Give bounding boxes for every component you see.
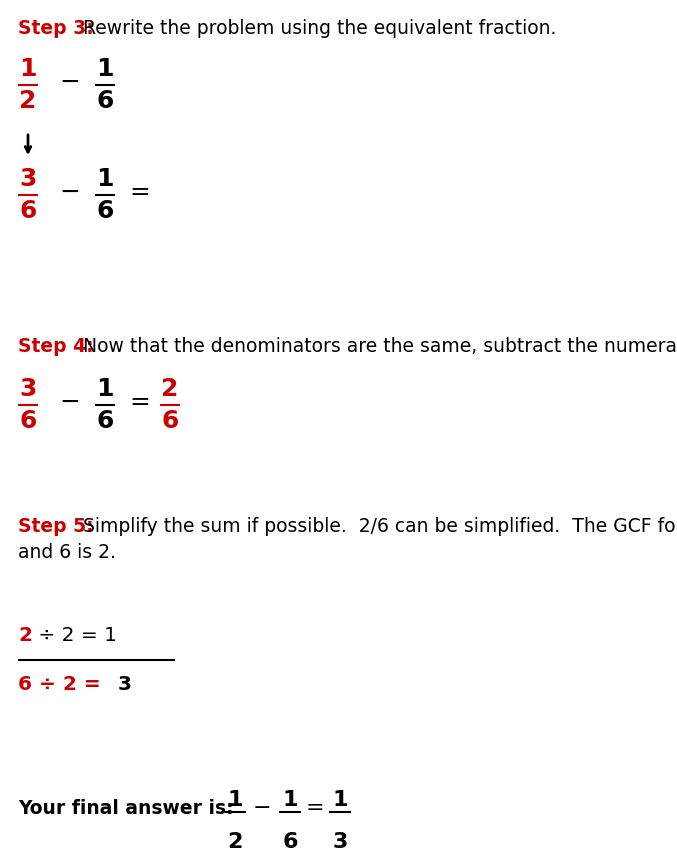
Text: 1: 1 — [96, 377, 114, 401]
Text: 1: 1 — [96, 167, 114, 191]
Text: Step 5:: Step 5: — [18, 518, 93, 537]
Text: 2: 2 — [18, 626, 32, 645]
Text: 2: 2 — [20, 89, 37, 113]
Text: Rewrite the problem using the equivalent fraction.: Rewrite the problem using the equivalent… — [83, 19, 556, 38]
Text: 6 ÷ 2 =: 6 ÷ 2 = — [18, 675, 108, 694]
Text: =: = — [129, 180, 150, 204]
Text: ÷ 2 = 1: ÷ 2 = 1 — [32, 626, 117, 645]
Text: 2: 2 — [161, 377, 179, 401]
Text: −: − — [253, 798, 271, 818]
Text: 3: 3 — [20, 167, 37, 191]
Text: and 6 is 2.: and 6 is 2. — [18, 544, 116, 562]
Text: 3: 3 — [20, 377, 37, 401]
Text: =: = — [129, 390, 150, 414]
Text: 6: 6 — [96, 89, 114, 113]
Text: 6: 6 — [282, 832, 298, 852]
Text: −: − — [60, 180, 81, 204]
Text: −: − — [60, 390, 81, 414]
Text: 1: 1 — [96, 57, 114, 81]
Text: Your final answer is:: Your final answer is: — [18, 798, 246, 818]
Text: 3: 3 — [332, 832, 348, 852]
Text: 2: 2 — [227, 832, 242, 852]
Text: 1: 1 — [282, 790, 298, 810]
Text: 3: 3 — [118, 675, 132, 694]
Text: 6: 6 — [20, 199, 37, 223]
Text: Step 3:: Step 3: — [18, 19, 93, 38]
Text: 6: 6 — [20, 409, 37, 433]
Text: 1: 1 — [19, 57, 37, 81]
Text: 6: 6 — [96, 199, 114, 223]
Text: 6: 6 — [96, 409, 114, 433]
Text: Now that the denominators are the same, subtract the numerators.: Now that the denominators are the same, … — [83, 337, 677, 357]
Text: 6: 6 — [161, 409, 179, 433]
Text: =: = — [306, 798, 324, 818]
Text: Step 4:: Step 4: — [18, 337, 93, 357]
Text: −: − — [60, 70, 81, 94]
Text: 1: 1 — [332, 790, 348, 810]
Text: Simplify the sum if possible.  2/6 can be simplified.  The GCF for 2: Simplify the sum if possible. 2/6 can be… — [83, 518, 677, 537]
Text: 1: 1 — [227, 790, 243, 810]
